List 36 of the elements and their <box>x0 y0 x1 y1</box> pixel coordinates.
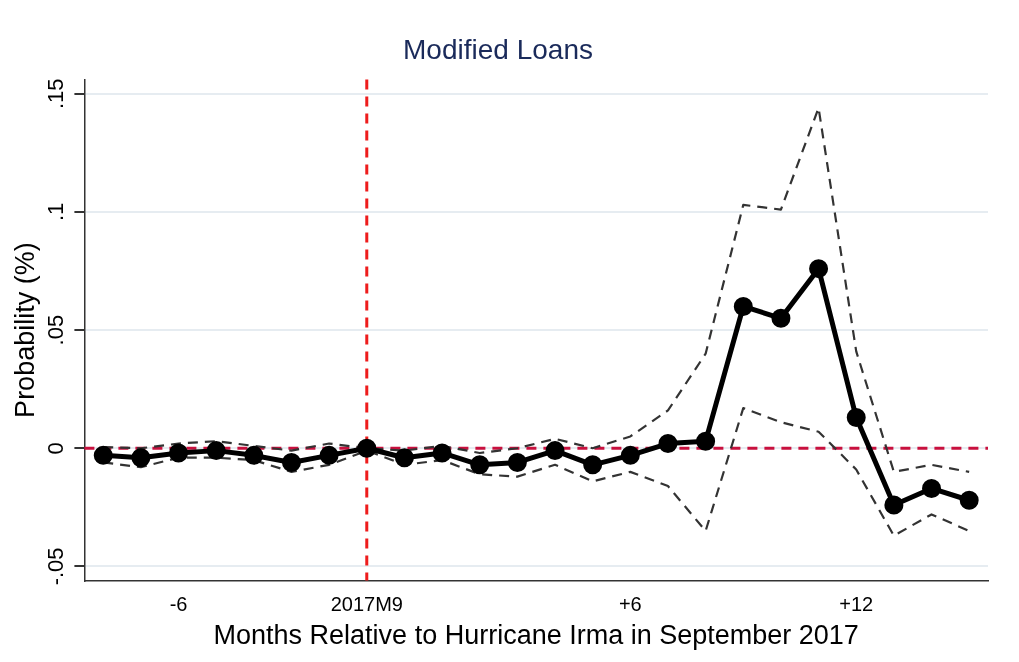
y-tick-label: .1 <box>43 202 69 222</box>
y-tick-label: .05 <box>43 314 69 346</box>
point <box>93 445 113 465</box>
point <box>432 443 452 463</box>
point <box>470 455 490 475</box>
chart-title: Modified Loans <box>403 33 593 65</box>
x-tick-label: +12 <box>839 593 874 616</box>
point <box>846 408 866 428</box>
point <box>319 445 339 465</box>
point <box>131 448 151 468</box>
point <box>206 441 226 461</box>
point <box>545 441 565 461</box>
point <box>959 490 979 510</box>
y-tick-label: -.05 <box>43 547 69 586</box>
point <box>733 296 753 316</box>
point <box>583 455 603 475</box>
point <box>281 452 301 472</box>
y-axis-title: Probability (%) <box>9 242 40 418</box>
point <box>169 443 189 463</box>
x-axis-title: Months Relative to Hurricane Irma in September 2017 <box>213 620 859 651</box>
y-tick-label: .15 <box>43 78 69 110</box>
point <box>357 438 377 458</box>
point <box>922 478 942 498</box>
point <box>244 445 264 465</box>
x-tick-label: -6 <box>169 593 188 616</box>
y-tick-label: 0 <box>43 442 69 455</box>
point <box>507 452 527 472</box>
point <box>620 445 640 465</box>
point <box>884 495 904 515</box>
x-tick-label: +6 <box>618 593 642 616</box>
x-tick-label: 2017M9 <box>330 593 403 616</box>
point <box>658 434 678 454</box>
point <box>771 308 791 328</box>
point <box>394 448 414 468</box>
point <box>696 431 716 451</box>
point <box>809 259 829 279</box>
